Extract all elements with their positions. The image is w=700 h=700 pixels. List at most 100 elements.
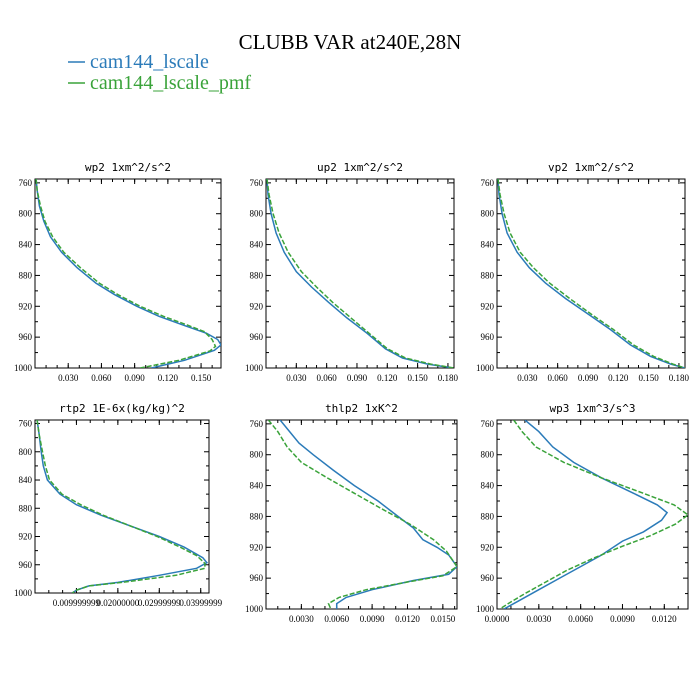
y-tick-label: 800 [250, 450, 264, 460]
x-tick-label: 0.120 [377, 373, 398, 383]
x-tick-label: 0.150 [191, 373, 212, 383]
series-line-2 [497, 179, 685, 368]
x-tick-label: 0.0150 [430, 614, 455, 624]
y-tick-label: 1000 [14, 588, 33, 598]
y-tick-label: 840 [250, 481, 264, 491]
y-tick-label: 920 [250, 542, 264, 552]
series-line-1 [36, 420, 209, 593]
x-tick-label: 0.060 [317, 373, 338, 383]
y-tick-label: 1000 [476, 604, 495, 614]
y-tick-label: 840 [481, 481, 495, 491]
y-tick-label: 760 [250, 178, 264, 188]
y-tick-label: 760 [19, 178, 33, 188]
series-line-2 [266, 179, 454, 368]
plot-frame [496, 419, 689, 610]
x-tick-label: 0.060 [548, 373, 569, 383]
y-tick-label: 800 [19, 447, 33, 457]
y-tick-label: 960 [250, 573, 264, 583]
y-tick-label: 800 [250, 209, 264, 219]
y-tick-label: 880 [481, 270, 495, 280]
x-tick-label: 0.120 [158, 373, 179, 383]
series-line-1 [266, 179, 454, 368]
panel-1: wp2 1xm^2/s^2 760 800 840 880 920 960 1000 0.030… [14, 161, 222, 383]
y-tick-label: 800 [481, 209, 495, 219]
y-tick-label: 760 [481, 178, 495, 188]
panel-3: vp2 1xm^2/s^2 760 800 840 880 920 960 1000 0.030… [476, 161, 690, 383]
panel-5: thlp2 1xK^2 760 800 840 880 920 960 1000 0.0030 0… [245, 402, 458, 624]
y-tick-label: 920 [481, 301, 495, 311]
y-tick-label: 800 [481, 450, 495, 460]
x-tick-label: 0.0090 [610, 614, 635, 624]
x-tick-label: 0.090 [578, 373, 599, 383]
x-tick-label: 0.02999999 [138, 598, 181, 608]
plot-frame [265, 178, 455, 369]
y-tick-label: 1000 [14, 363, 33, 373]
y-tick-label: 880 [481, 511, 495, 521]
x-tick-label: 0.0030 [289, 614, 314, 624]
x-tick-label: 0.090 [125, 373, 146, 383]
series-line-2 [36, 420, 206, 593]
series-line-1 [279, 420, 457, 609]
panel-6: wp3 1xm^3/s^3 760 800 840 880 920 960 10000.000… [476, 402, 689, 624]
x-tick-label: 0.180 [669, 373, 690, 383]
panel-title: wp2 1xm^2/s^2 [85, 161, 171, 174]
y-tick-label: 920 [19, 532, 33, 542]
panel-title: rtp2 1E-6x(kg/kg)^2 [59, 402, 185, 415]
y-tick-label: 1000 [245, 363, 264, 373]
figure-title: CLUBB VAR at240E,28N [239, 30, 462, 54]
y-tick-label: 920 [19, 301, 33, 311]
x-tick-label: 0.009999999 [53, 598, 101, 608]
y-tick-label: 920 [250, 301, 264, 311]
y-tick-label: 880 [19, 503, 33, 513]
x-tick-label: 0.0120 [395, 614, 420, 624]
x-tick-label: 0.030 [517, 373, 538, 383]
plot-frame [34, 178, 222, 369]
panel-title: thlp2 1xK^2 [325, 402, 398, 415]
series-line-2 [499, 420, 688, 609]
y-tick-label: 960 [481, 332, 495, 342]
y-tick-label: 880 [250, 511, 264, 521]
x-tick-label: 0.090 [347, 373, 368, 383]
plot-frame [496, 178, 686, 369]
x-tick-label: 0.150 [638, 373, 659, 383]
plot-frame [34, 419, 210, 594]
y-tick-label: 840 [481, 240, 495, 250]
y-tick-label: 760 [481, 419, 495, 429]
panels: wp2 1xm^2/s^2 760 800 840 880 920 960 1000 0.030… [14, 161, 690, 624]
legend: cam144_lscale cam144_lscale_pmf [68, 51, 251, 94]
panel-2: up2 1xm^2/s^2 760 800 840 880 920 960 1000 0.030… [245, 161, 459, 383]
series-line-2 [35, 179, 217, 368]
panel-4: rtp2 1E-6x(kg/kg)^2 760 800 840 880 920 960 100… [14, 402, 223, 608]
y-tick-label: 1000 [476, 363, 495, 373]
x-tick-label: 0.030 [286, 373, 307, 383]
x-tick-label: 0.150 [407, 373, 428, 383]
y-tick-label: 840 [250, 240, 264, 250]
panel-title: up2 1xm^2/s^2 [317, 161, 403, 174]
y-tick-label: 1000 [245, 604, 264, 614]
y-tick-label: 880 [250, 270, 264, 280]
y-tick-label: 960 [19, 332, 33, 342]
series-line-1 [503, 420, 669, 609]
x-tick-label: 0.180 [438, 373, 459, 383]
series-line-2 [267, 420, 457, 609]
legend-label-2: cam144_lscale_pmf [90, 72, 251, 94]
y-tick-label: 760 [250, 419, 264, 429]
x-tick-label: 0.02000000 [96, 598, 139, 608]
x-tick-label: 0.0000 [485, 614, 510, 624]
y-tick-label: 960 [250, 332, 264, 342]
x-tick-label: 0.0120 [652, 614, 677, 624]
x-tick-label: 0.120 [608, 373, 629, 383]
panel-title: wp3 1xm^3/s^3 [549, 402, 635, 415]
y-tick-label: 960 [481, 573, 495, 583]
x-tick-label: 0.060 [91, 373, 112, 383]
plot-frame [265, 419, 458, 610]
x-tick-label: 0.030 [58, 373, 79, 383]
x-tick-label: 0.0030 [526, 614, 551, 624]
x-tick-label: 0.0060 [324, 614, 349, 624]
y-tick-label: 760 [19, 419, 33, 429]
panel-title: vp2 1xm^2/s^2 [548, 161, 634, 174]
legend-label-1: cam144_lscale [90, 51, 209, 73]
x-tick-label: 0.0060 [568, 614, 593, 624]
y-tick-label: 880 [19, 270, 33, 280]
